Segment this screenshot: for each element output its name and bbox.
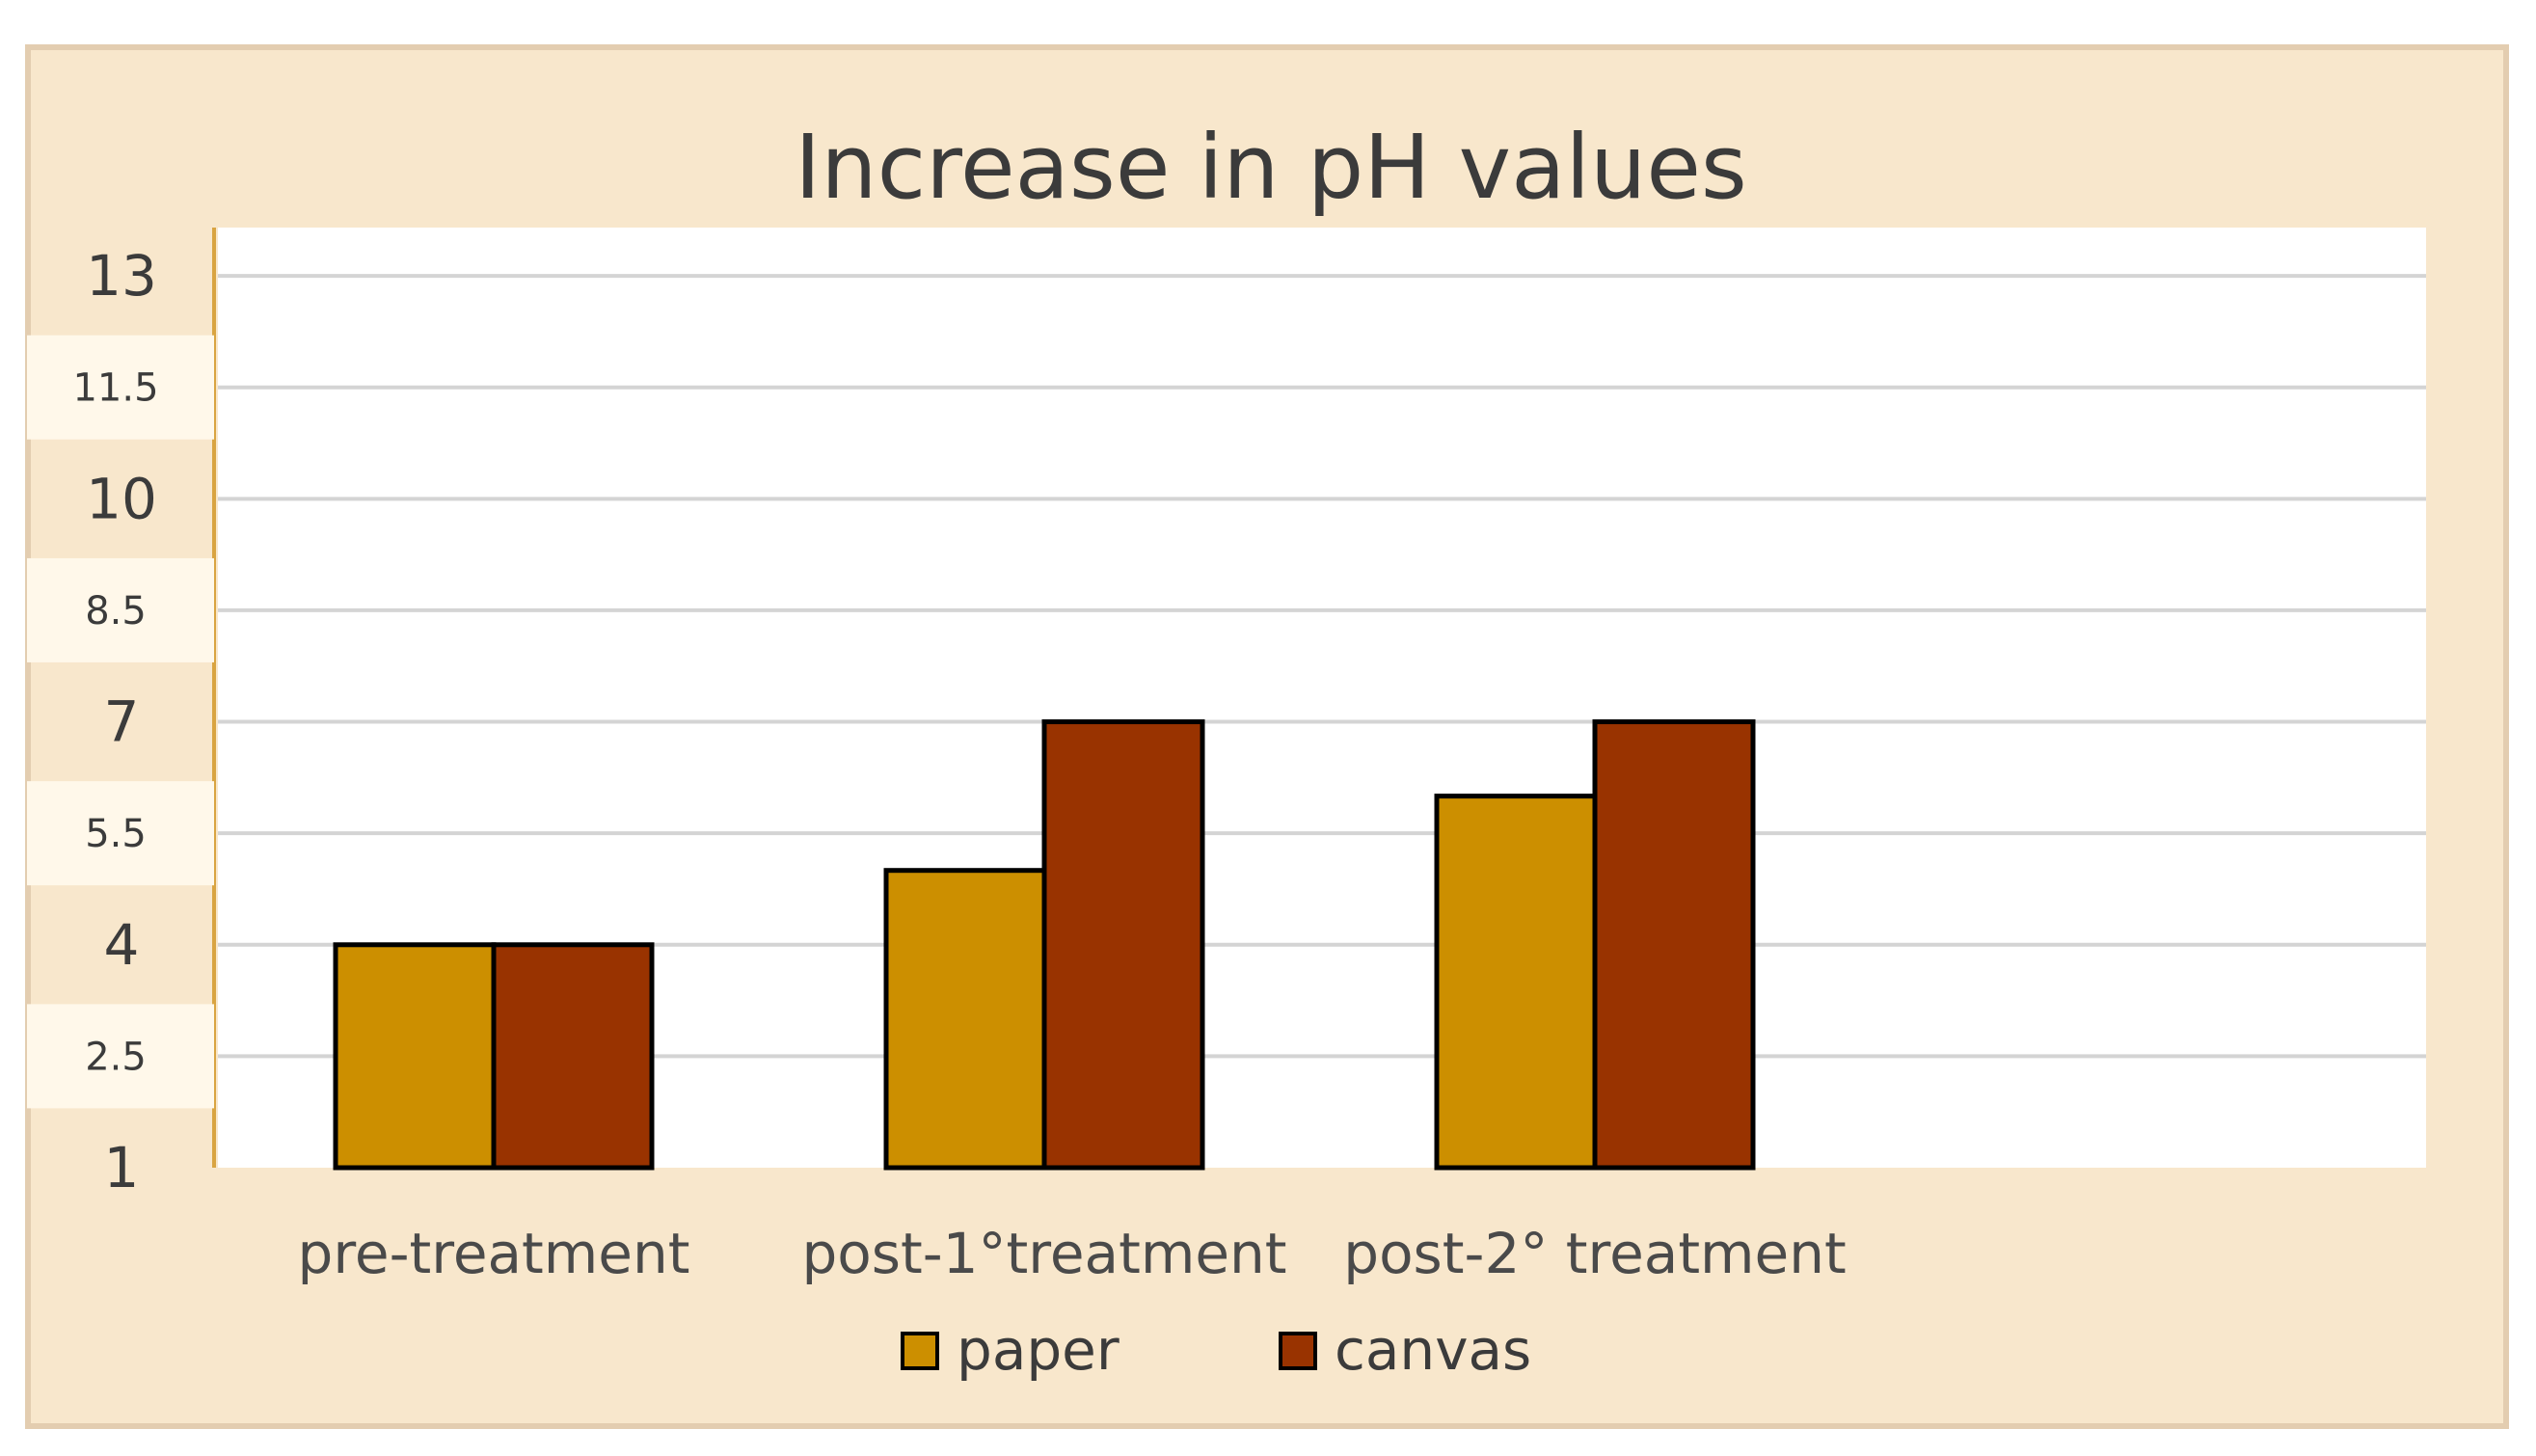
legend: paper canvas (901, 1317, 1531, 1383)
bar-paper (883, 868, 1047, 1171)
chart-title: Increase in pH values (795, 116, 1747, 219)
y-tick-label: 13 (86, 243, 157, 309)
y-axis-ticks: 1 2.5 4 5.5 7 8.5 10 11.5 13 (27, 243, 214, 1200)
bar-canvas (1592, 719, 1756, 1171)
bar-paper (1434, 794, 1598, 1171)
bar-canvas (1041, 719, 1205, 1171)
y-tick-label: 4 (104, 912, 140, 978)
category-labels: pre-treatment post-1°treatment post-2° tre… (298, 1221, 1847, 1286)
x-category-label: post-1°treatment (801, 1221, 1286, 1286)
legend-label-canvas: canvas (1335, 1317, 1531, 1383)
tick-label-backdrop (27, 1004, 214, 1109)
y-tick-label: 8.5 (85, 589, 147, 634)
bars (333, 719, 1756, 1171)
tick-label-backdrop (27, 335, 214, 440)
x-category-label: pre-treatment (298, 1221, 690, 1286)
y-tick-label: 7 (104, 689, 140, 755)
bar-paper (333, 942, 497, 1171)
y-tick-label: 5.5 (85, 812, 147, 856)
y-tick-label: 2.5 (85, 1035, 147, 1079)
bar-canvas (491, 942, 655, 1171)
tick-label-backdrop (27, 781, 214, 886)
y-tick-label: 11.5 (72, 366, 158, 411)
legend-swatch-paper (901, 1332, 939, 1370)
y-tick-label: 10 (86, 466, 157, 531)
tick-label-backdrop (27, 557, 214, 662)
x-category-label: post-2° treatment (1343, 1221, 1847, 1286)
legend-label-paper: paper (957, 1317, 1120, 1383)
y-tick-label: 1 (104, 1135, 140, 1200)
legend-swatch-canvas (1279, 1332, 1317, 1370)
